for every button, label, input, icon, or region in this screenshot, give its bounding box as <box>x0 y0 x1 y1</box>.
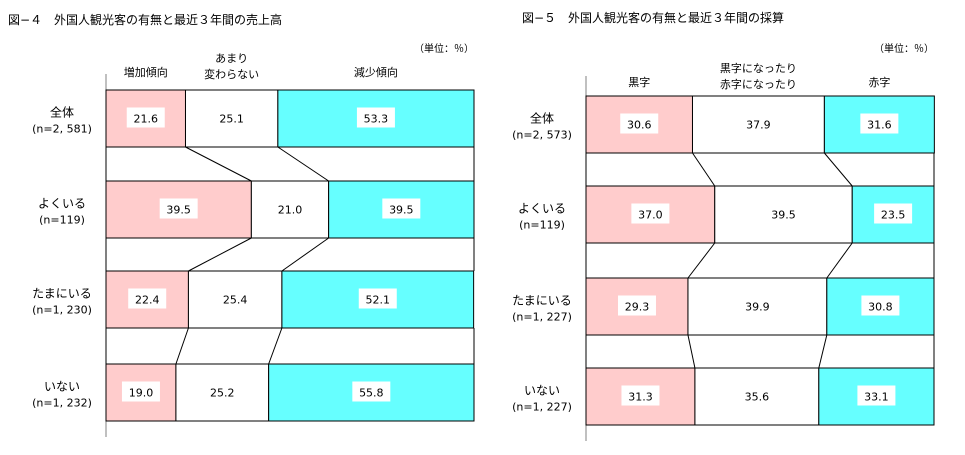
connector-line <box>175 327 189 365</box>
data-label-bg <box>216 288 255 309</box>
row-sample-size: (n=1, 232) <box>32 397 92 410</box>
row-label: いない <box>44 380 80 394</box>
data-label: 31.3 <box>628 391 653 404</box>
connector-line <box>277 146 329 182</box>
chart-title: 図−５ 外国人観光客の有無と最近３年間の採算 <box>522 10 784 25</box>
data-label-bg <box>358 288 397 309</box>
data-label-bg <box>860 113 899 134</box>
legend-series-label: 変わらない <box>204 67 259 81</box>
data-label-bg <box>126 107 165 128</box>
unit-label: （単位：％） <box>874 42 934 55</box>
data-label: 39.9 <box>745 301 770 314</box>
legend-series-label: 黒字 <box>628 75 650 89</box>
connector-line <box>268 327 283 365</box>
data-label: 53.3 <box>364 113 389 126</box>
row-label: よくいる <box>38 197 86 211</box>
row-label: たまにいる <box>512 294 572 308</box>
legend-series-label: 黒字になったり <box>720 61 797 75</box>
row-sample-size: (n=1, 227) <box>512 401 572 414</box>
data-label-bg <box>874 203 913 224</box>
data-label-bg <box>617 295 656 316</box>
data-label: 33.1 <box>864 391 889 404</box>
row-sample-size: (n=2, 581) <box>32 123 92 136</box>
data-label: 37.9 <box>746 119 771 132</box>
data-label-bg <box>764 203 803 224</box>
legend-series-label: 赤字 <box>868 75 890 89</box>
row-sample-size: (n=1, 230) <box>32 304 92 317</box>
connector-line <box>687 334 696 369</box>
data-label: 37.0 <box>638 209 663 222</box>
unit-label: （単位：％） <box>414 42 474 55</box>
connector-line <box>281 237 329 272</box>
data-label-bg <box>128 288 167 309</box>
data-label: 39.5 <box>771 209 796 222</box>
data-label-bg <box>739 113 778 134</box>
data-label: 35.6 <box>745 391 770 404</box>
connector-line <box>692 152 716 187</box>
data-label-bg <box>737 385 776 406</box>
data-label: 23.5 <box>881 209 906 222</box>
data-label-bg <box>121 381 160 402</box>
legend-series-label: 増加傾向 <box>124 65 168 79</box>
data-label-bg <box>352 381 391 402</box>
connector-line <box>818 334 828 369</box>
connector-line <box>826 242 853 279</box>
data-label: 29.3 <box>625 301 650 314</box>
data-label-bg <box>621 385 660 406</box>
data-label: 30.8 <box>868 301 893 314</box>
connector-line <box>687 242 716 279</box>
data-label-bg <box>620 113 659 134</box>
data-label: 25.1 <box>219 113 244 126</box>
data-label-bg <box>382 198 421 219</box>
data-label: 55.8 <box>359 387 384 400</box>
row-label: たまにいる <box>32 287 92 301</box>
row-sample-size: (n=119) <box>39 214 85 227</box>
data-label: 31.6 <box>867 119 892 132</box>
bar-segment <box>105 270 189 329</box>
data-label: 25.2 <box>210 387 235 400</box>
data-label-bg <box>203 381 242 402</box>
legend-series-label: 赤字になったり <box>720 77 797 91</box>
connector-line <box>823 152 853 187</box>
data-label: 39.5 <box>166 204 191 217</box>
row-sample-size: (n=2, 573) <box>512 129 572 142</box>
data-label: 21.0 <box>278 204 303 217</box>
data-label: 19.0 <box>129 387 154 400</box>
row-label: 全体 <box>530 111 554 126</box>
data-label: 52.1 <box>366 294 391 307</box>
row-label: いない <box>524 384 560 398</box>
data-label-bg <box>631 203 670 224</box>
data-label-bg <box>738 295 777 316</box>
data-label: 21.6 <box>133 113 158 126</box>
data-label-bg <box>159 198 198 219</box>
legend-series-label: 減少傾向 <box>354 65 398 79</box>
chart-title: 図−４ 外国人観光客の有無と最近３年間の売上高 <box>8 12 282 27</box>
row-sample-size: (n=1, 227) <box>512 311 572 324</box>
chart-sales-trend: 図−４ 外国人観光客の有無と最近３年間の売上高 （単位：％） 増加傾向 あまり変わらな… <box>8 12 475 437</box>
data-label: 25.4 <box>223 294 248 307</box>
connector-line <box>185 146 252 182</box>
data-label-bg <box>356 107 395 128</box>
data-label-bg <box>212 107 251 128</box>
row-label: よくいる <box>518 202 566 216</box>
connector-line <box>188 237 252 272</box>
data-label-bg <box>861 295 900 316</box>
data-label: 39.5 <box>389 204 414 217</box>
data-label: 22.4 <box>135 294 160 307</box>
data-label: 30.6 <box>627 119 652 132</box>
data-label-bg <box>271 198 309 219</box>
bar-segment <box>818 367 935 426</box>
data-label-bg <box>857 385 896 406</box>
row-label: 全体 <box>50 105 74 120</box>
legend-series-label: あまり <box>215 52 248 65</box>
row-sample-size: (n=119) <box>519 219 565 232</box>
chart-profitability: 図−５ 外国人観光客の有無と最近３年間の採算 （単位：％） 黒字 黒字になったり赤字に… <box>512 10 935 441</box>
